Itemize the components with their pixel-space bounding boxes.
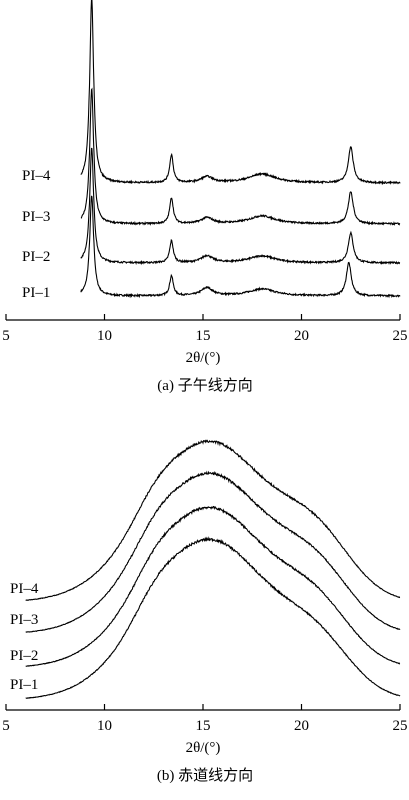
panel-a-subtitle: (a) 子午线方向 — [157, 377, 252, 394]
panel-b: PI–1 PI–2 PI–3 PI–4 5 10 15 20 25 2θ/(°) (b) 赤道… — [2, 439, 408, 784]
x-tick-label: 10 — [97, 328, 112, 344]
series-line-1 — [80, 195, 401, 299]
series-line-4 — [80, 0, 401, 185]
series-label-2: PI–2 — [22, 249, 50, 265]
x-tick-label: 25 — [393, 718, 408, 734]
series-label-4: PI–4 — [22, 168, 51, 184]
x-tick-label: 5 — [2, 718, 10, 734]
series-label-3: PI–3 — [22, 209, 50, 225]
panel-a-series-labels: PI–1 PI–2 PI–3 PI–4 — [22, 168, 51, 301]
series-line-1 — [25, 536, 401, 700]
panel-b-x-axis-label: 2θ/(°) — [186, 740, 221, 756]
panel-a-curves — [80, 0, 401, 299]
series-line-3 — [80, 87, 401, 226]
series-label-3: PI–3 — [10, 612, 38, 628]
panel-b-x-ticks: 5 10 15 20 25 — [2, 704, 408, 734]
x-tick-label: 15 — [196, 328, 211, 344]
series-line-3 — [25, 470, 401, 633]
panel-a-x-axis-label: 2θ/(°) — [186, 350, 221, 366]
panel-a: PI–1 PI–2 PI–3 PI–4 5 10 15 20 25 2θ/(°) (a) 子午… — [2, 0, 408, 394]
series-label-4: PI–4 — [10, 581, 39, 597]
series-label-2: PI–2 — [10, 648, 38, 664]
series-line-2 — [25, 505, 401, 667]
x-tick-label: 20 — [294, 328, 309, 344]
series-line-2 — [80, 147, 401, 266]
panel-b-series-labels: PI–1 PI–2 PI–3 PI–4 — [10, 581, 39, 693]
x-tick-label: 25 — [393, 328, 408, 344]
series-label-1: PI–1 — [22, 285, 50, 301]
x-tick-label: 5 — [2, 328, 10, 344]
x-tick-label: 20 — [294, 718, 309, 734]
series-label-1: PI–1 — [10, 677, 38, 693]
x-tick-label: 10 — [97, 718, 112, 734]
series-line-4 — [25, 439, 401, 601]
panel-b-subtitle: (b) 赤道线方向 — [157, 767, 253, 784]
panel-a-x-ticks: 5 10 15 20 25 — [2, 314, 408, 344]
x-tick-label: 15 — [196, 718, 211, 734]
panel-b-curves — [25, 439, 401, 700]
